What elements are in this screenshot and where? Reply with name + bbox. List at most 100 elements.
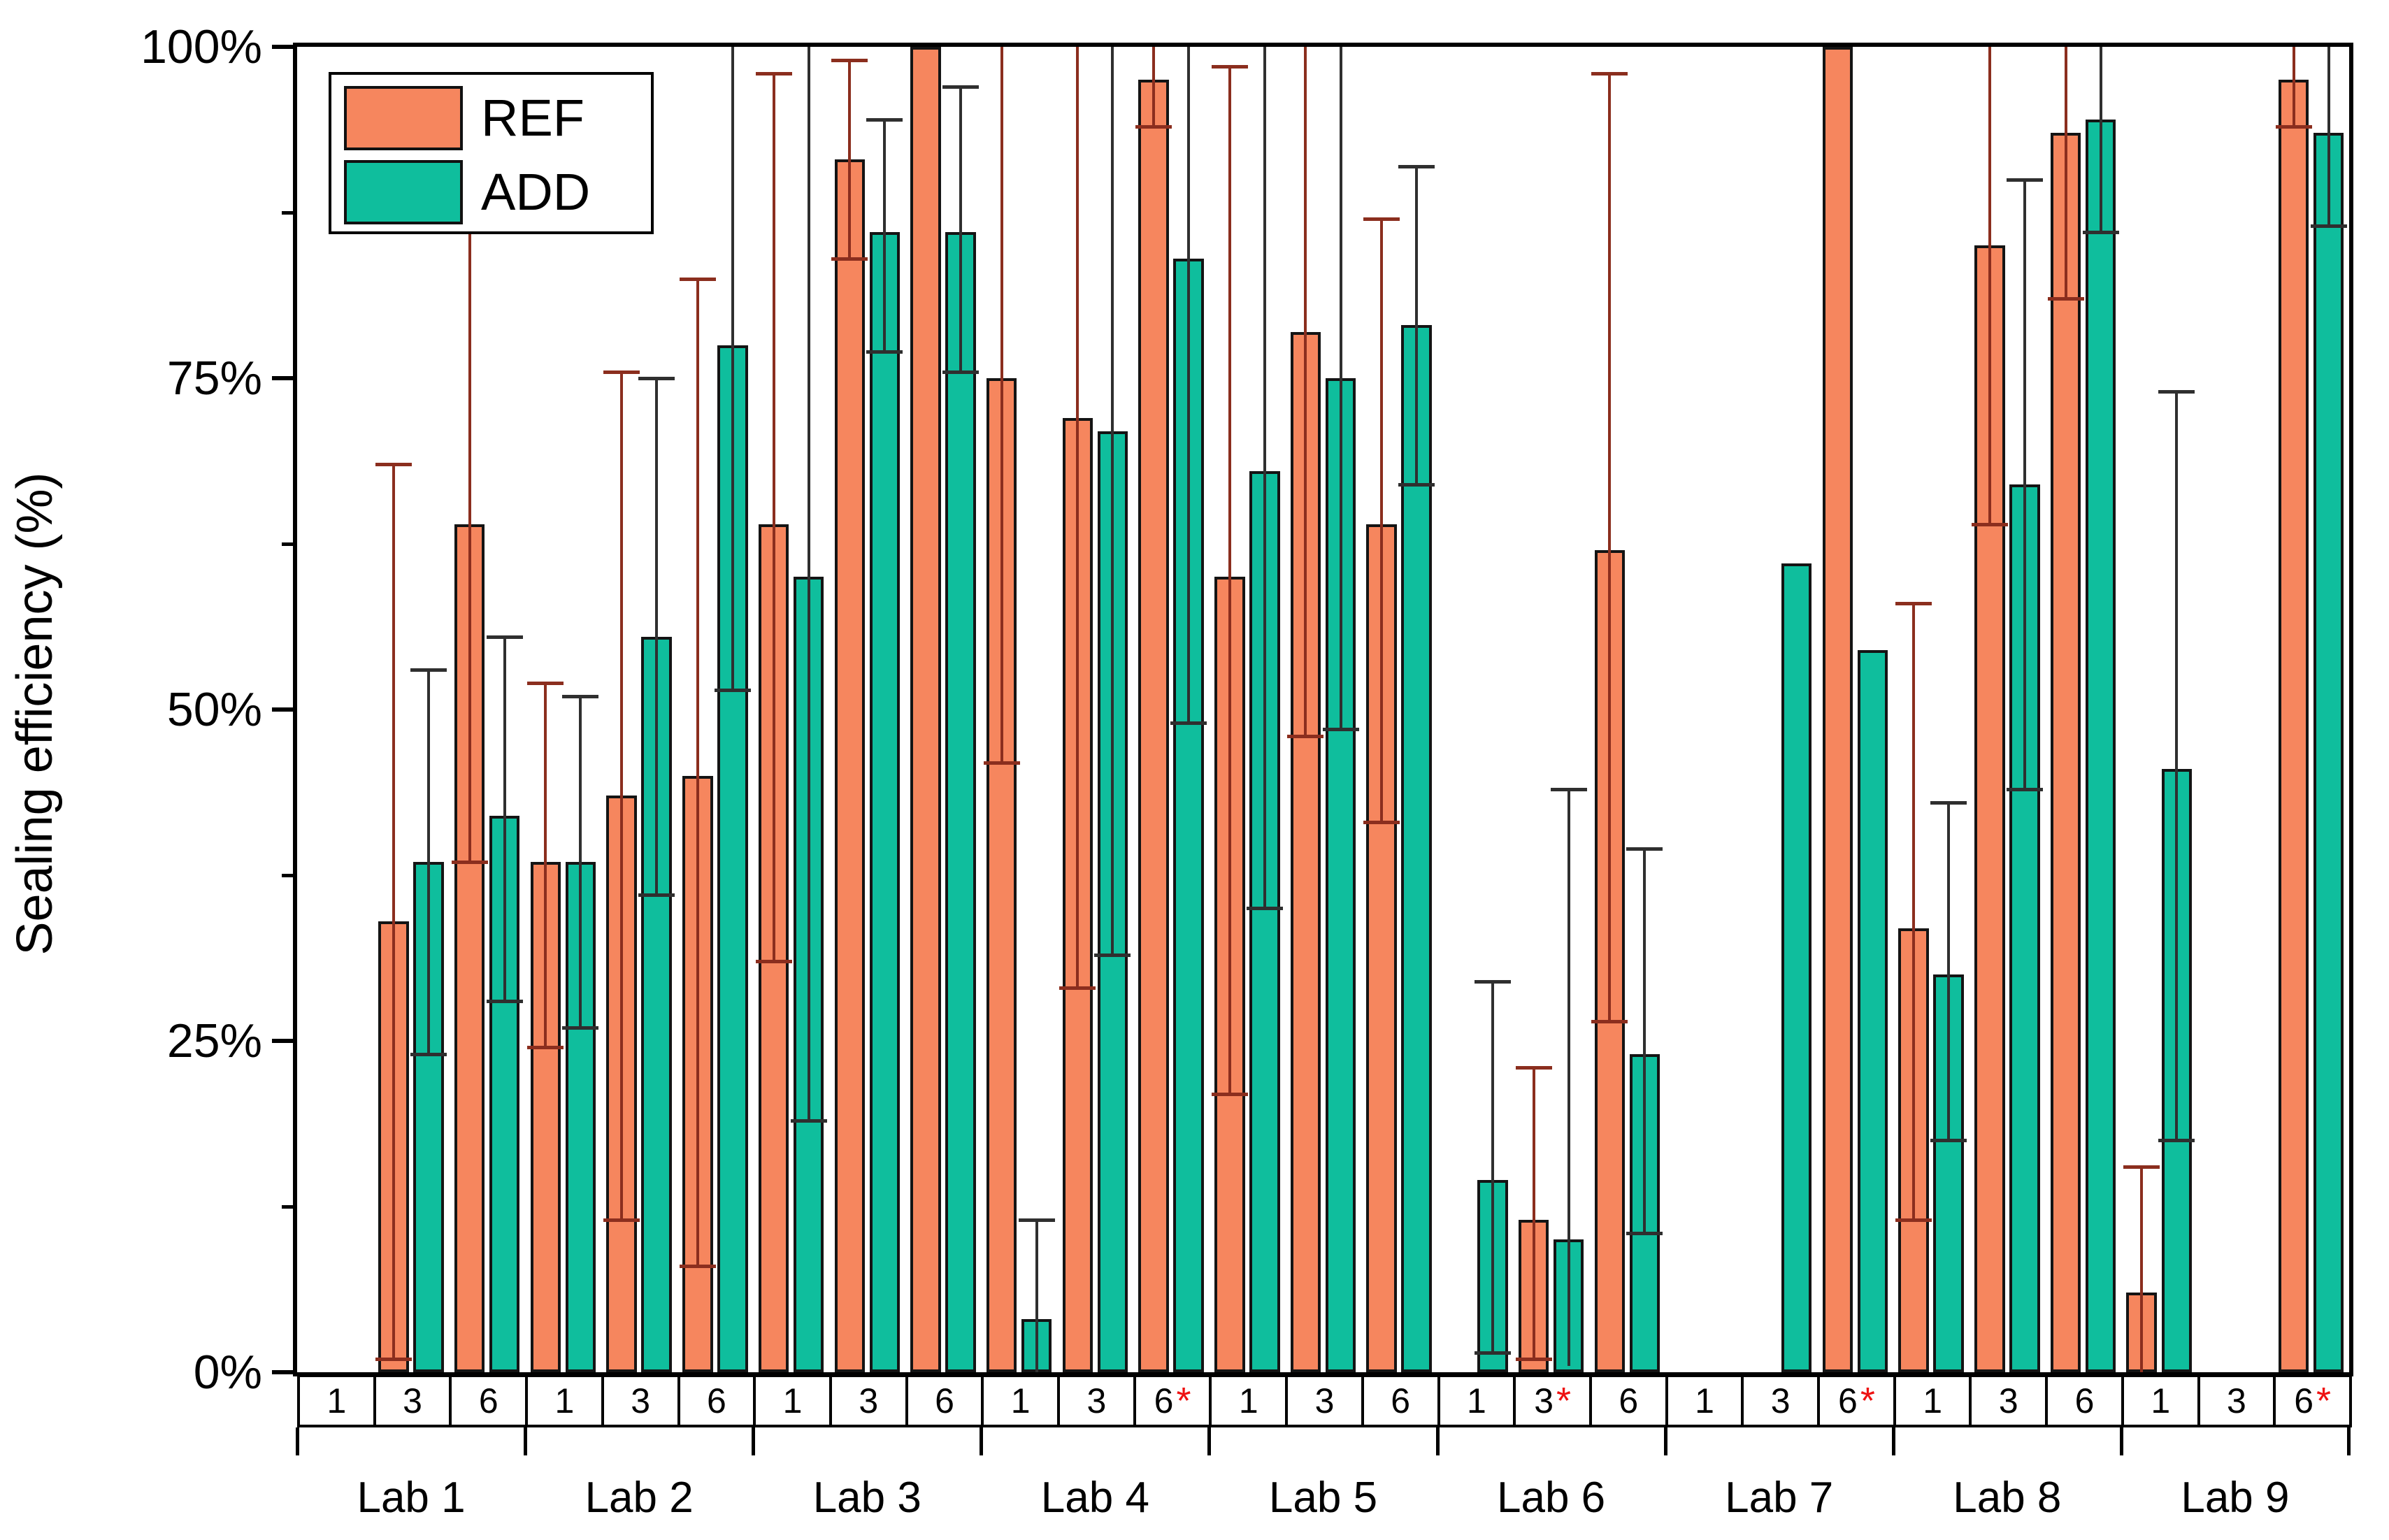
error-cap-bottom — [1515, 1358, 1552, 1362]
time-point-label: 1 — [554, 1381, 575, 1420]
time-point-label: 6 — [1154, 1381, 1174, 1420]
error-cap-bottom — [679, 1265, 716, 1269]
error-cap-top — [1895, 602, 1932, 606]
error-cap-top — [1591, 71, 1628, 75]
y-major-tick — [272, 707, 297, 712]
lab-group-tick — [1435, 1427, 1440, 1455]
time-point-label: 6 — [478, 1381, 498, 1420]
time-point-label: 1 — [1695, 1381, 1714, 1420]
y-minor-tick — [282, 542, 297, 546]
x-slot-label: 6 — [2045, 1374, 2124, 1427]
error-bar-ref — [544, 683, 547, 1048]
add-swatch — [344, 160, 463, 224]
error-cap-top — [527, 682, 564, 686]
error-cap-top — [866, 118, 903, 122]
lab-group-tick — [1891, 1427, 1895, 1455]
error-cap-bottom — [1094, 953, 1131, 957]
error-bar-ref — [1380, 219, 1384, 823]
legend-label-ref: REF — [481, 89, 584, 147]
lab-group-tick — [2119, 1427, 2123, 1455]
lab-group-label: Lab 9 — [2181, 1474, 2290, 1522]
x-slot-label: 6 * — [2273, 1374, 2352, 1427]
error-cap-bottom — [755, 960, 792, 964]
error-cap-bottom — [638, 893, 675, 898]
legend-item-ref: REF — [344, 86, 584, 150]
error-cap-top — [679, 277, 716, 281]
y-tick-label: 25% — [166, 1014, 262, 1067]
error-cap-bottom — [486, 1000, 523, 1004]
time-point-label: 6 — [1391, 1381, 1411, 1420]
time-point-label: 1 — [1010, 1381, 1031, 1420]
error-cap-top — [2123, 1165, 2160, 1170]
legend-label-add: ADD — [481, 163, 591, 221]
time-point-label: 6 — [1838, 1381, 1858, 1420]
lab-group-tick — [1207, 1427, 1212, 1455]
error-bar-ref — [392, 464, 396, 1360]
time-point-label: 6 — [2294, 1381, 2314, 1420]
x-slot-label: 1 — [1437, 1374, 1516, 1427]
x-slot-label: 1 — [753, 1374, 832, 1427]
x-slot-label: 3 — [601, 1374, 680, 1427]
error-bar-ref — [1228, 66, 1231, 1094]
y-major-tick — [272, 45, 297, 49]
y-major-tick — [272, 1039, 297, 1043]
error-bar-ref — [1000, 47, 1003, 763]
bar-add — [1781, 563, 1812, 1372]
x-slot-label: 6 — [1588, 1374, 1668, 1427]
error-cap-bottom — [983, 761, 1020, 765]
x-slot-label: 3 — [1969, 1374, 2049, 1427]
ref-swatch — [344, 86, 463, 150]
error-cap-bottom — [2310, 224, 2347, 228]
x-slot-label: 1 — [981, 1374, 1061, 1427]
error-bar-ref — [1076, 47, 1079, 988]
bar-add — [2313, 133, 2344, 1372]
error-cap-top — [603, 370, 640, 374]
x-slot-label: 3 — [1741, 1374, 1821, 1427]
error-bar-add — [807, 47, 810, 1121]
bar-ref — [834, 159, 865, 1372]
error-bar-add — [1263, 47, 1266, 909]
time-point-label: 1 — [2151, 1381, 2171, 1420]
lab-group-label: Lab 8 — [1953, 1474, 2062, 1522]
bar-ref — [2050, 133, 2081, 1372]
bar-add — [2085, 120, 2116, 1372]
x-slot-label: 1 — [1893, 1374, 1972, 1427]
error-cap-top — [2006, 178, 2043, 182]
lab-group-label: Lab 1 — [357, 1474, 466, 1522]
x-slot-label: 1 — [525, 1374, 604, 1427]
error-cap-bottom — [866, 350, 903, 354]
time-point-label: 3 — [1534, 1381, 1554, 1420]
error-bar-add — [1567, 789, 1570, 1366]
y-tick-label: 100% — [141, 20, 262, 73]
legend: REF ADD — [329, 72, 654, 234]
error-cap-top — [562, 695, 599, 699]
lab-group-label: Lab 6 — [1497, 1474, 1606, 1522]
time-point-label: 1 — [782, 1381, 803, 1420]
bar-add — [1249, 470, 1280, 1372]
error-cap-top — [1211, 65, 1248, 69]
error-bar-add — [1187, 47, 1191, 723]
error-bar-ref — [772, 73, 775, 962]
error-cap-bottom — [1626, 1231, 1663, 1235]
y-minor-tick — [282, 1205, 297, 1209]
error-cap-bottom — [714, 688, 751, 692]
error-cap-top — [410, 668, 447, 672]
error-bar-ref — [1912, 603, 1916, 1220]
x-slot-label: 6 — [677, 1374, 756, 1427]
lab-group-label: Lab 2 — [584, 1474, 694, 1522]
error-cap-top — [1398, 164, 1435, 168]
error-cap-bottom — [562, 1026, 599, 1030]
time-point-label: 1 — [327, 1381, 347, 1420]
error-cap-bottom — [1135, 124, 1172, 129]
time-point-label: 3 — [403, 1381, 422, 1420]
error-bar-add — [427, 670, 431, 1054]
error-bar-add — [2023, 179, 2026, 789]
x-slot-label: 3 — [1285, 1374, 1364, 1427]
bar-ref — [1822, 47, 1853, 1372]
error-cap-bottom — [1971, 522, 2008, 526]
error-cap-top — [1474, 979, 1511, 984]
error-bar-ref — [2064, 47, 2067, 299]
error-cap-bottom — [1363, 821, 1400, 825]
error-cap-top — [755, 71, 792, 75]
